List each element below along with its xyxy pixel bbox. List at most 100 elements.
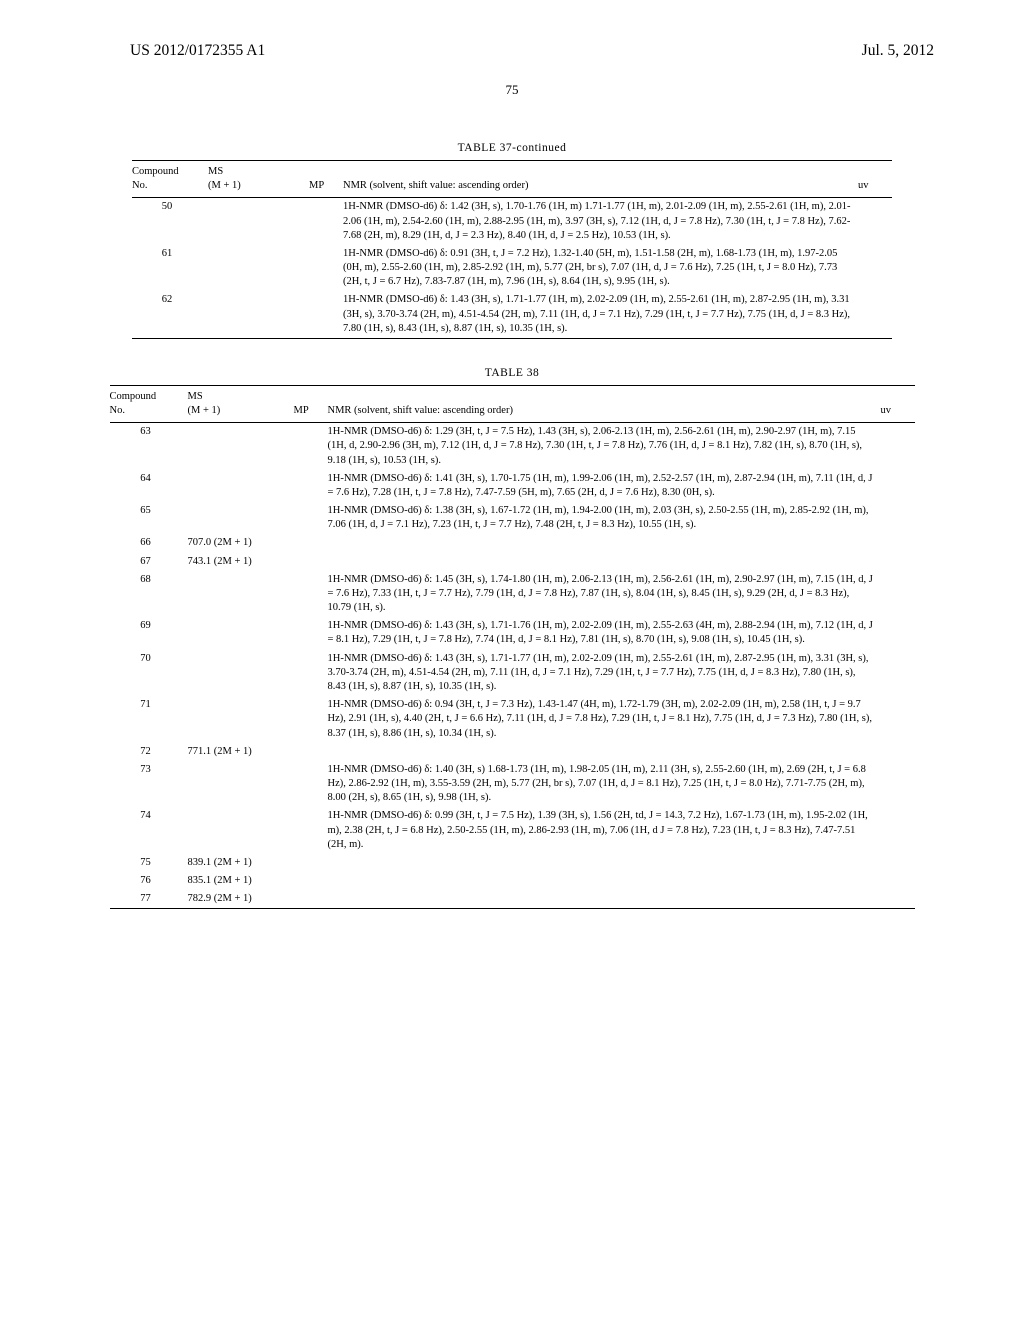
cell-mp: [294, 502, 328, 534]
cell-ms: 835.1 (2M + 1): [188, 872, 294, 890]
cell-compound-no: 73: [110, 761, 188, 808]
cell-uv: [881, 571, 915, 618]
cell-nmr: [328, 743, 881, 761]
table-row: 67743.1 (2M + 1): [110, 553, 915, 571]
cell-ms: [188, 571, 294, 618]
cell-mp: [294, 743, 328, 761]
col-header-nmr: NMR (solvent, shift value: ascending ord…: [328, 385, 881, 422]
publication-date: Jul. 5, 2012: [862, 42, 934, 60]
cell-ms: 743.1 (2M + 1): [188, 553, 294, 571]
cell-nmr: [328, 890, 881, 909]
cell-nmr: 1H-NMR (DMSO-d6) δ: 0.94 (3H, t, J = 7.3…: [328, 696, 881, 743]
col-header-compound: Compound No.: [110, 385, 188, 422]
cell-ms: [208, 291, 309, 338]
cell-ms: [188, 617, 294, 649]
cell-compound-no: 76: [110, 872, 188, 890]
cell-compound-no: 62: [132, 291, 208, 338]
publication-number: US 2012/0172355 A1: [130, 42, 265, 60]
table-38: TABLE 38 Compound No. MS (M + 1) MP NMR …: [110, 367, 915, 910]
table-row: 70 1H-NMR (DMSO-d6) δ: 1.43 (3H, s), 1.71…: [110, 650, 915, 697]
cell-uv: [881, 617, 915, 649]
cell-ms: [188, 807, 294, 854]
col-header-nmr: NMR (solvent, shift value: ascending ord…: [343, 161, 858, 198]
cell-compound-no: 69: [110, 617, 188, 649]
cell-mp: [294, 571, 328, 618]
col-header-uv: uv: [858, 161, 892, 198]
cell-mp: [309, 245, 343, 292]
cell-ms: [188, 423, 294, 470]
cell-ms: [188, 470, 294, 502]
table-row: 681H-NMR (DMSO-d6) δ: 1.45 (3H, s), 1.74…: [110, 571, 915, 618]
cell-mp: [294, 890, 328, 909]
cell-nmr: [328, 854, 881, 872]
table-row: 72771.1 (2M + 1): [110, 743, 915, 761]
cell-uv: [881, 502, 915, 534]
cell-uv: [881, 807, 915, 854]
cell-compound-no: 70: [110, 650, 188, 697]
cell-compound-no: 65: [110, 502, 188, 534]
cell-mp: [294, 854, 328, 872]
cell-ms: 782.9 (2M + 1): [188, 890, 294, 909]
col-header-mp: MP: [294, 385, 328, 422]
cell-nmr: [328, 553, 881, 571]
table-37-title: TABLE 37-continued: [132, 142, 892, 154]
table-row: 62 1H-NMR (DMSO-d6) δ: 1.43 (3H, s), 1.71…: [132, 291, 892, 338]
col-header-uv: uv: [881, 385, 915, 422]
table-row: 74 1H-NMR (DMSO-d6) δ: 0.99 (3H, t, J = 7…: [110, 807, 915, 854]
cell-uv: [858, 291, 892, 338]
table-row: 50 1H-NMR (DMSO-d6) δ: 1.42 (3H, s), 1.70…: [132, 198, 892, 245]
cell-nmr: 1H-NMR (DMSO-d6) δ: 1.43 (3H, s), 1.71-1…: [328, 650, 881, 697]
cell-uv: [881, 854, 915, 872]
cell-compound-no: 63: [110, 423, 188, 470]
cell-nmr: [328, 872, 881, 890]
cell-uv: [881, 761, 915, 808]
cell-nmr: 1H-NMR (DMSO-d6) δ: 0.91 (3H, t, J = 7.2…: [343, 245, 858, 292]
table-row: 611H-NMR (DMSO-d6) δ: 0.91 (3H, t, J = 7…: [132, 245, 892, 292]
col-header-ms: MS (M + 1): [188, 385, 294, 422]
cell-uv: [858, 198, 892, 245]
cell-mp: [294, 423, 328, 470]
table-row: 71 1H-NMR (DMSO-d6) δ: 0.94 (3H, t, J = 7…: [110, 696, 915, 743]
cell-nmr: 1H-NMR (DMSO-d6) δ: 1.38 (3H, s), 1.67-1…: [328, 502, 881, 534]
cell-compound-no: 77: [110, 890, 188, 909]
col-header-compound: Compound No.: [132, 161, 208, 198]
table-row: 66707.0 (2M + 1): [110, 534, 915, 552]
cell-ms: [188, 650, 294, 697]
cell-uv: [881, 534, 915, 552]
cell-nmr: 1H-NMR (DMSO-d6) δ: 1.42 (3H, s), 1.70-1…: [343, 198, 858, 245]
cell-mp: [294, 872, 328, 890]
cell-compound-no: 71: [110, 696, 188, 743]
cell-ms: 771.1 (2M + 1): [188, 743, 294, 761]
cell-mp: [294, 761, 328, 808]
table-row: 691H-NMR (DMSO-d6) δ: 1.43 (3H, s), 1.71…: [110, 617, 915, 649]
cell-compound-no: 67: [110, 553, 188, 571]
cell-mp: [294, 470, 328, 502]
table-37-continued: TABLE 37-continued Compound No. MS (M + …: [132, 142, 892, 339]
cell-compound-no: 64: [110, 470, 188, 502]
table-row: 75839.1 (2M + 1): [110, 854, 915, 872]
cell-uv: [881, 872, 915, 890]
cell-ms: 707.0 (2M + 1): [188, 534, 294, 552]
col-header-ms: MS (M + 1): [208, 161, 309, 198]
cell-compound-no: 50: [132, 198, 208, 245]
cell-compound-no: 72: [110, 743, 188, 761]
cell-mp: [294, 553, 328, 571]
cell-uv: [881, 650, 915, 697]
col-header-mp: MP: [309, 161, 343, 198]
table-37: Compound No. MS (M + 1) MP NMR (solvent,…: [132, 160, 892, 339]
cell-uv: [858, 245, 892, 292]
cell-compound-no: 66: [110, 534, 188, 552]
cell-compound-no: 74: [110, 807, 188, 854]
cell-uv: [881, 890, 915, 909]
page-header: US 2012/0172355 A1 Jul. 5, 2012: [0, 0, 1024, 60]
table-row: 641H-NMR (DMSO-d6) δ: 1.41 (3H, s), 1.70…: [110, 470, 915, 502]
cell-nmr: 1H-NMR (DMSO-d6) δ: 0.99 (3H, t, J = 7.5…: [328, 807, 881, 854]
cell-uv: [881, 423, 915, 470]
cell-uv: [881, 743, 915, 761]
cell-nmr: 1H-NMR (DMSO-d6) δ: 1.40 (3H, s) 1.68-1.…: [328, 761, 881, 808]
cell-ms: 839.1 (2M + 1): [188, 854, 294, 872]
cell-nmr: 1H-NMR (DMSO-d6) δ: 1.43 (3H, s), 1.71-1…: [343, 291, 858, 338]
cell-ms: [188, 696, 294, 743]
cell-ms: [188, 502, 294, 534]
cell-ms: [188, 761, 294, 808]
